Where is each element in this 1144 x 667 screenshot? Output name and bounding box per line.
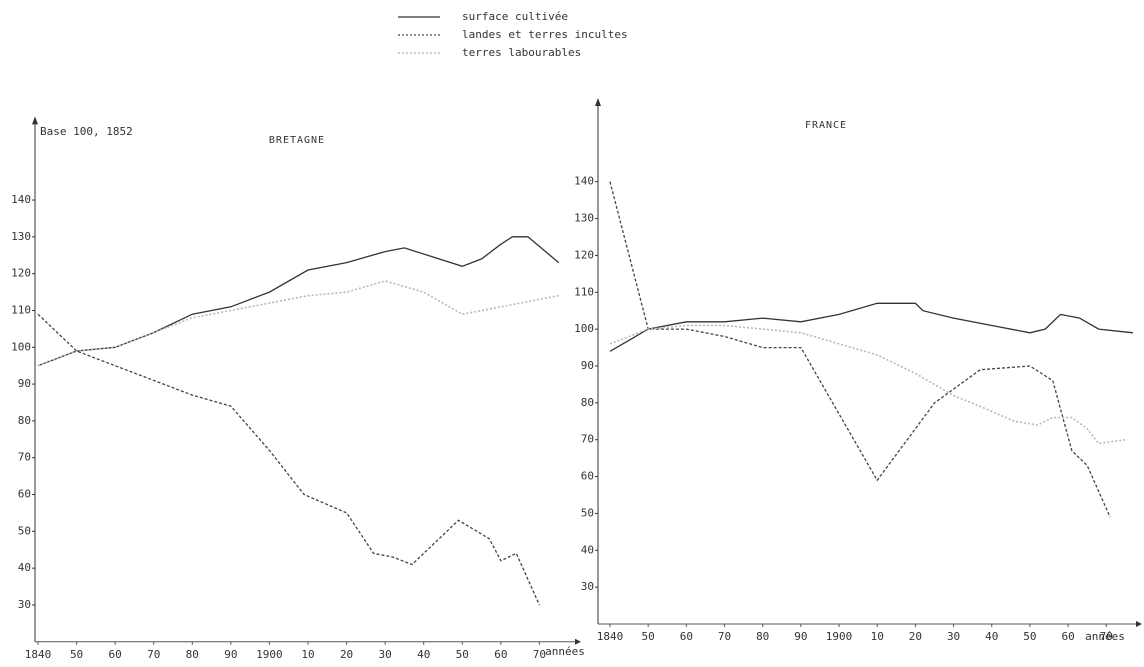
y-tick-label: 110 bbox=[574, 285, 594, 298]
y-tick-label: 120 bbox=[574, 248, 594, 261]
axis-arrow bbox=[1136, 621, 1142, 627]
x-tick-label: 1840 bbox=[25, 648, 52, 661]
series-line bbox=[37, 280, 559, 367]
y-tick-label: 110 bbox=[11, 303, 31, 316]
y-tick-label: 40 bbox=[18, 561, 31, 574]
x-axis-label: années bbox=[1085, 630, 1125, 643]
y-tick-label: 120 bbox=[11, 267, 31, 280]
y-tick-label: 60 bbox=[581, 470, 594, 483]
x-tick-label: 50 bbox=[642, 630, 655, 643]
y-tick-label: 130 bbox=[574, 212, 594, 225]
x-tick-label: 10 bbox=[871, 630, 884, 643]
y-tick-label: 30 bbox=[18, 598, 31, 611]
x-tick-label: 20 bbox=[909, 630, 922, 643]
legend-label: terres labourables bbox=[462, 46, 581, 59]
y-tick-label: 80 bbox=[18, 414, 31, 427]
y-tick-label: 140 bbox=[11, 193, 31, 206]
x-tick-label: 60 bbox=[494, 648, 507, 661]
x-tick-label: 50 bbox=[70, 648, 83, 661]
series-line bbox=[609, 181, 1111, 518]
series-line bbox=[37, 313, 540, 606]
x-tick-label: 90 bbox=[224, 648, 237, 661]
x-tick-label: 60 bbox=[1061, 630, 1074, 643]
axis-arrow bbox=[575, 638, 581, 645]
y-tick-label: 30 bbox=[581, 580, 594, 593]
x-axis-label: années bbox=[545, 645, 585, 658]
x-tick-label: 10 bbox=[301, 648, 314, 661]
x-tick-label: 50 bbox=[1023, 630, 1036, 643]
y-tick-label: 100 bbox=[11, 340, 31, 353]
y-tick-label: 50 bbox=[581, 506, 594, 519]
x-tick-label: 80 bbox=[186, 648, 199, 661]
x-tick-label: 90 bbox=[794, 630, 807, 643]
series-line bbox=[609, 324, 1126, 445]
x-tick-label: 60 bbox=[109, 648, 122, 661]
x-tick-label: 30 bbox=[947, 630, 960, 643]
legend: surface cultivée landes et terres incult… bbox=[398, 10, 628, 59]
y-tick-label: 90 bbox=[18, 377, 31, 390]
x-tick-label: 20 bbox=[340, 648, 353, 661]
x-tick-label: 70 bbox=[1100, 630, 1113, 643]
y-tick-label: 80 bbox=[581, 396, 594, 409]
axis-arrow bbox=[32, 116, 38, 125]
chart-title: FRANCE bbox=[805, 120, 847, 131]
y-tick-label: 50 bbox=[18, 524, 31, 537]
y-tick-label: 130 bbox=[11, 230, 31, 243]
series-line bbox=[37, 236, 560, 367]
y-axis-label: Base 100, 1852 bbox=[40, 125, 133, 138]
x-tick-label: 30 bbox=[379, 648, 392, 661]
x-tick-label: 40 bbox=[417, 648, 430, 661]
x-tick-label: 60 bbox=[680, 630, 693, 643]
x-tick-label: 50 bbox=[456, 648, 469, 661]
y-tick-label: 90 bbox=[581, 359, 594, 372]
legend-label: landes et terres incultes bbox=[462, 28, 628, 41]
y-tick-label: 140 bbox=[574, 175, 594, 188]
x-tick-label: 1900 bbox=[256, 648, 283, 661]
y-tick-label: 100 bbox=[574, 322, 594, 335]
y-tick-label: 70 bbox=[581, 433, 594, 446]
x-tick-label: 1900 bbox=[826, 630, 853, 643]
x-tick-label: 70 bbox=[147, 648, 160, 661]
x-tick-label: 40 bbox=[985, 630, 998, 643]
x-tick-label: 70 bbox=[718, 630, 731, 643]
chart-title: BRETAGNE bbox=[269, 135, 325, 146]
y-tick-label: 40 bbox=[581, 543, 594, 556]
x-tick-label: 70 bbox=[533, 648, 546, 661]
axis-arrow bbox=[595, 98, 601, 106]
y-tick-label: 60 bbox=[18, 488, 31, 501]
legend-label: surface cultivée bbox=[462, 10, 568, 23]
series-line bbox=[609, 302, 1134, 352]
y-tick-label: 70 bbox=[18, 451, 31, 464]
x-tick-label: 80 bbox=[756, 630, 769, 643]
x-tick-label: 1840 bbox=[597, 630, 624, 643]
